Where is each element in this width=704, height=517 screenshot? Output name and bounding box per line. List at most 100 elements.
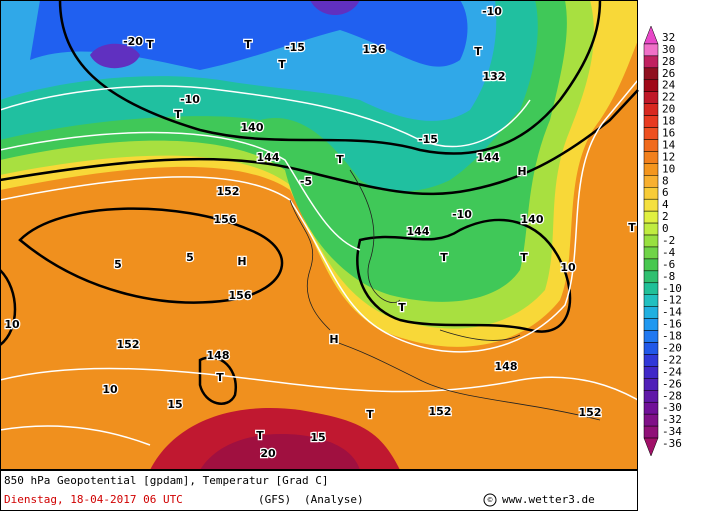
legend-label: -34: [662, 425, 682, 438]
map-labels: T T T T T T T T T T T T T H H H -20 -15 …: [3, 4, 637, 462]
legend-swatch: [643, 425, 659, 439]
legend-swatch: [643, 55, 659, 69]
map-label: T: [366, 408, 374, 421]
legend-swatch: [643, 246, 659, 260]
legend-label: -18: [662, 330, 682, 343]
map-label: 144: [407, 225, 430, 238]
legend-swatch: [643, 163, 659, 176]
legend-swatch: [643, 67, 659, 81]
map-label: 156: [229, 289, 252, 302]
legend-label: 22: [662, 91, 675, 104]
legend-swatch: [643, 282, 659, 295]
legend-label: 0: [662, 222, 669, 235]
legend-label: 16: [662, 127, 675, 140]
legend-swatch: [643, 378, 659, 391]
map-label: -10: [180, 93, 200, 106]
map-label: 148: [495, 360, 518, 373]
footer-analysis: (Analyse): [304, 493, 364, 506]
temp-field: [310, 0, 360, 15]
color-legend: 32302826242220181614121086420-2-4-6-8-10…: [643, 25, 682, 457]
map-label: 15: [310, 431, 325, 444]
map: T T T T T T T T T T T T T H H H -20 -15 …: [0, 0, 639, 470]
legend-swatch: [643, 401, 659, 415]
legend-label: 26: [662, 67, 675, 80]
legend-label: -36: [662, 437, 682, 450]
legend-swatch: [643, 234, 659, 248]
legend-swatch: [643, 222, 659, 236]
legend-label: -6: [662, 258, 675, 271]
map-label: 144: [257, 151, 280, 164]
legend-label: -12: [662, 294, 682, 307]
legend-label: -26: [662, 377, 682, 390]
legend-swatch: [643, 91, 659, 104]
legend-swatch: [643, 151, 659, 164]
legend-label: -22: [662, 353, 682, 366]
legend-swatch: [643, 187, 659, 200]
legend-swatch: [643, 366, 659, 379]
map-label: 148: [207, 349, 230, 362]
temp-field: [90, 43, 140, 69]
legend-swatch: [643, 270, 659, 284]
legend-label: -14: [662, 306, 682, 319]
map-label: T: [146, 38, 154, 51]
legend-label: 24: [662, 79, 676, 92]
legend-label: -16: [662, 318, 682, 331]
map-label: T: [628, 221, 636, 234]
legend-label: 30: [662, 43, 675, 56]
map-label: 140: [521, 213, 544, 226]
map-label: -15: [418, 133, 438, 146]
legend-label: 6: [662, 186, 669, 199]
legend-swatch: [643, 198, 659, 212]
legend-swatch: [643, 390, 659, 403]
map-label: T: [174, 108, 182, 121]
map-label: 156: [214, 213, 237, 226]
map-label: 152: [429, 405, 452, 418]
legend-label: 28: [662, 55, 675, 68]
legend-label: 14: [662, 138, 676, 151]
map-label: 152: [217, 185, 240, 198]
legend-label: -2: [662, 234, 675, 247]
legend-label: -28: [662, 389, 682, 402]
footer-model: (GFS): [258, 493, 291, 506]
legend-label: -24: [662, 365, 682, 378]
map-label: -15: [285, 41, 305, 54]
map-label: 5: [114, 258, 122, 271]
map-label: 10: [560, 261, 576, 274]
legend-label: -10: [662, 282, 682, 295]
legend-swatch: [643, 79, 659, 92]
map-label: T: [520, 251, 528, 264]
temperature-contours: [0, 79, 639, 446]
legend-label: -8: [662, 270, 675, 283]
legend-swatch: [643, 139, 659, 152]
map-label: 10: [4, 318, 20, 331]
map-label: H: [517, 165, 526, 178]
footer-date: Dienstag, 18-04-2017 06 UTC: [4, 493, 183, 506]
footer-site: www.wetter3.de: [502, 493, 595, 506]
legend-label: -30: [662, 401, 682, 414]
map-label: T: [398, 301, 406, 314]
legend-swatch: [643, 43, 659, 57]
map-label: T: [244, 38, 252, 51]
map-label: 5: [186, 251, 194, 264]
legend-label: 18: [662, 115, 675, 128]
legend-label: 32: [662, 31, 675, 44]
legend-swatch: [643, 175, 659, 188]
legend-label: -4: [662, 246, 676, 259]
map-label: -10: [452, 208, 472, 221]
legend-label: 2: [662, 210, 669, 223]
legend-label: 12: [662, 150, 675, 163]
legend-label: 10: [662, 162, 675, 175]
legend-swatch: [643, 306, 659, 319]
footer-box: [0, 470, 638, 511]
map-label: T: [336, 153, 344, 166]
map-label: 136: [363, 43, 386, 56]
legend-swatch: [643, 318, 659, 331]
map-label: 152: [117, 338, 140, 351]
legend-swatch: [643, 294, 659, 307]
temp-field: [30, 0, 468, 70]
map-frame: [0, 0, 638, 470]
map-label: T: [474, 45, 482, 58]
legend-swatch: [643, 437, 659, 457]
legend-swatch: [643, 103, 659, 116]
